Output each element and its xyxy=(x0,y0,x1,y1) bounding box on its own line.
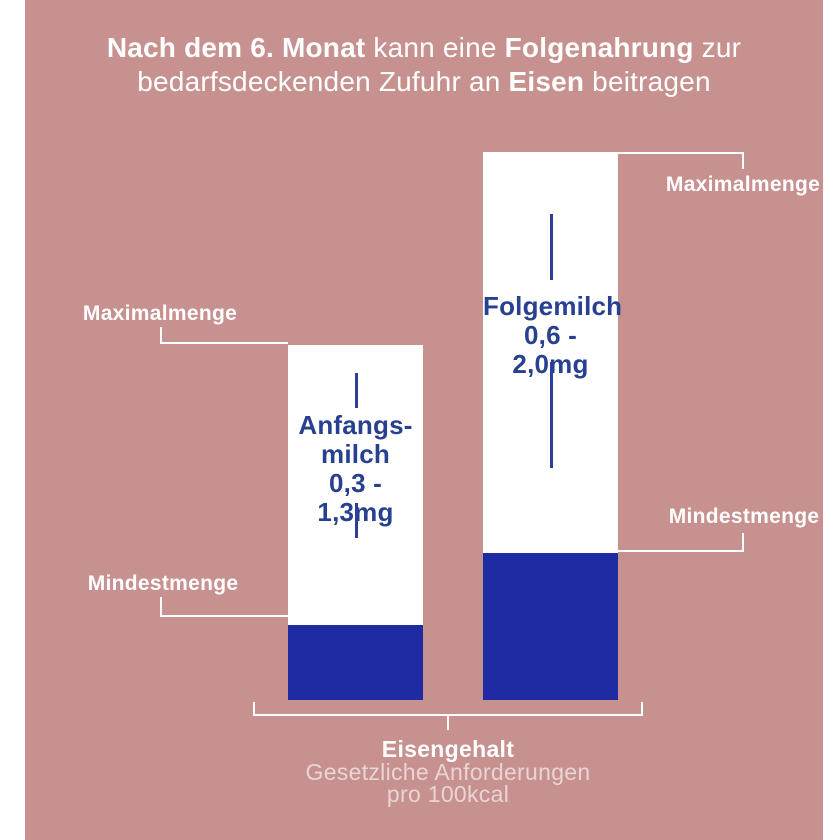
title-segment: zur xyxy=(693,32,742,63)
callout-line xyxy=(160,615,288,617)
bracket-left-tick xyxy=(253,702,255,716)
page-title: Nach dem 6. Monat kann eine Folgenahrung… xyxy=(25,31,823,99)
bar-anfangsmilch-min-fill xyxy=(288,625,423,700)
range-line-bottom-anfangsmilch xyxy=(354,503,358,538)
caption-line: pro 100kcal xyxy=(386,781,510,807)
callout-maximalmenge-folgemilch: Maximalmenge xyxy=(665,173,821,196)
title-segment: Eisen xyxy=(508,66,585,97)
callout-line xyxy=(160,327,162,344)
callout-line xyxy=(742,533,744,552)
range-line-bottom-folgemilch xyxy=(549,362,553,468)
title-segment: Nach dem 6. Monat xyxy=(106,32,366,63)
range-line-top-anfangsmilch xyxy=(354,373,358,408)
bar-name-line: Folgemilch xyxy=(483,291,623,321)
bracket-right-tick xyxy=(641,702,643,716)
title-segment: bedarfsdeckenden Zufuhr an xyxy=(137,66,509,97)
callout-mindestmenge-folgemilch: Mindestmenge xyxy=(668,505,820,528)
chart-caption: Eisengehalt Gesetzliche Anforderungen pr… xyxy=(248,736,648,807)
title-line-1: Nach dem 6. Monat kann eine Folgenahrung… xyxy=(25,31,823,65)
title-segment: beitragen xyxy=(584,66,711,97)
callout-line xyxy=(160,342,288,344)
caption-title: Eisengehalt xyxy=(381,736,515,762)
callout-line xyxy=(742,152,744,169)
title-segment: kann eine xyxy=(365,32,505,63)
bar-folgemilch-min-fill xyxy=(483,553,618,700)
caption-line: Gesetzliche Anforderungen xyxy=(305,759,591,785)
title-segment: Folgenahrung xyxy=(504,32,694,63)
callout-maximalmenge-anfangsmilch: Maximalmenge xyxy=(82,302,238,325)
bracket-center-tick xyxy=(447,714,449,730)
callout-line xyxy=(160,597,162,617)
callout-line xyxy=(618,152,744,154)
title-line-2: bedarfsdeckenden Zufuhr an Eisen beitrag… xyxy=(25,65,823,99)
background-panel xyxy=(25,0,823,840)
callout-line xyxy=(618,550,744,552)
bar-folgemilch: Folgemilch 0,6 - 2,0mg xyxy=(483,152,623,700)
bar-name-line: milch xyxy=(321,439,390,469)
bar-name-line: Anfangs- xyxy=(298,410,413,440)
range-line-top-folgemilch xyxy=(549,214,553,280)
callout-mindestmenge-anfangsmilch: Mindestmenge xyxy=(87,572,239,595)
bar-anfangsmilch: Anfangs- milch 0,3 - 1,3mg xyxy=(288,345,423,700)
